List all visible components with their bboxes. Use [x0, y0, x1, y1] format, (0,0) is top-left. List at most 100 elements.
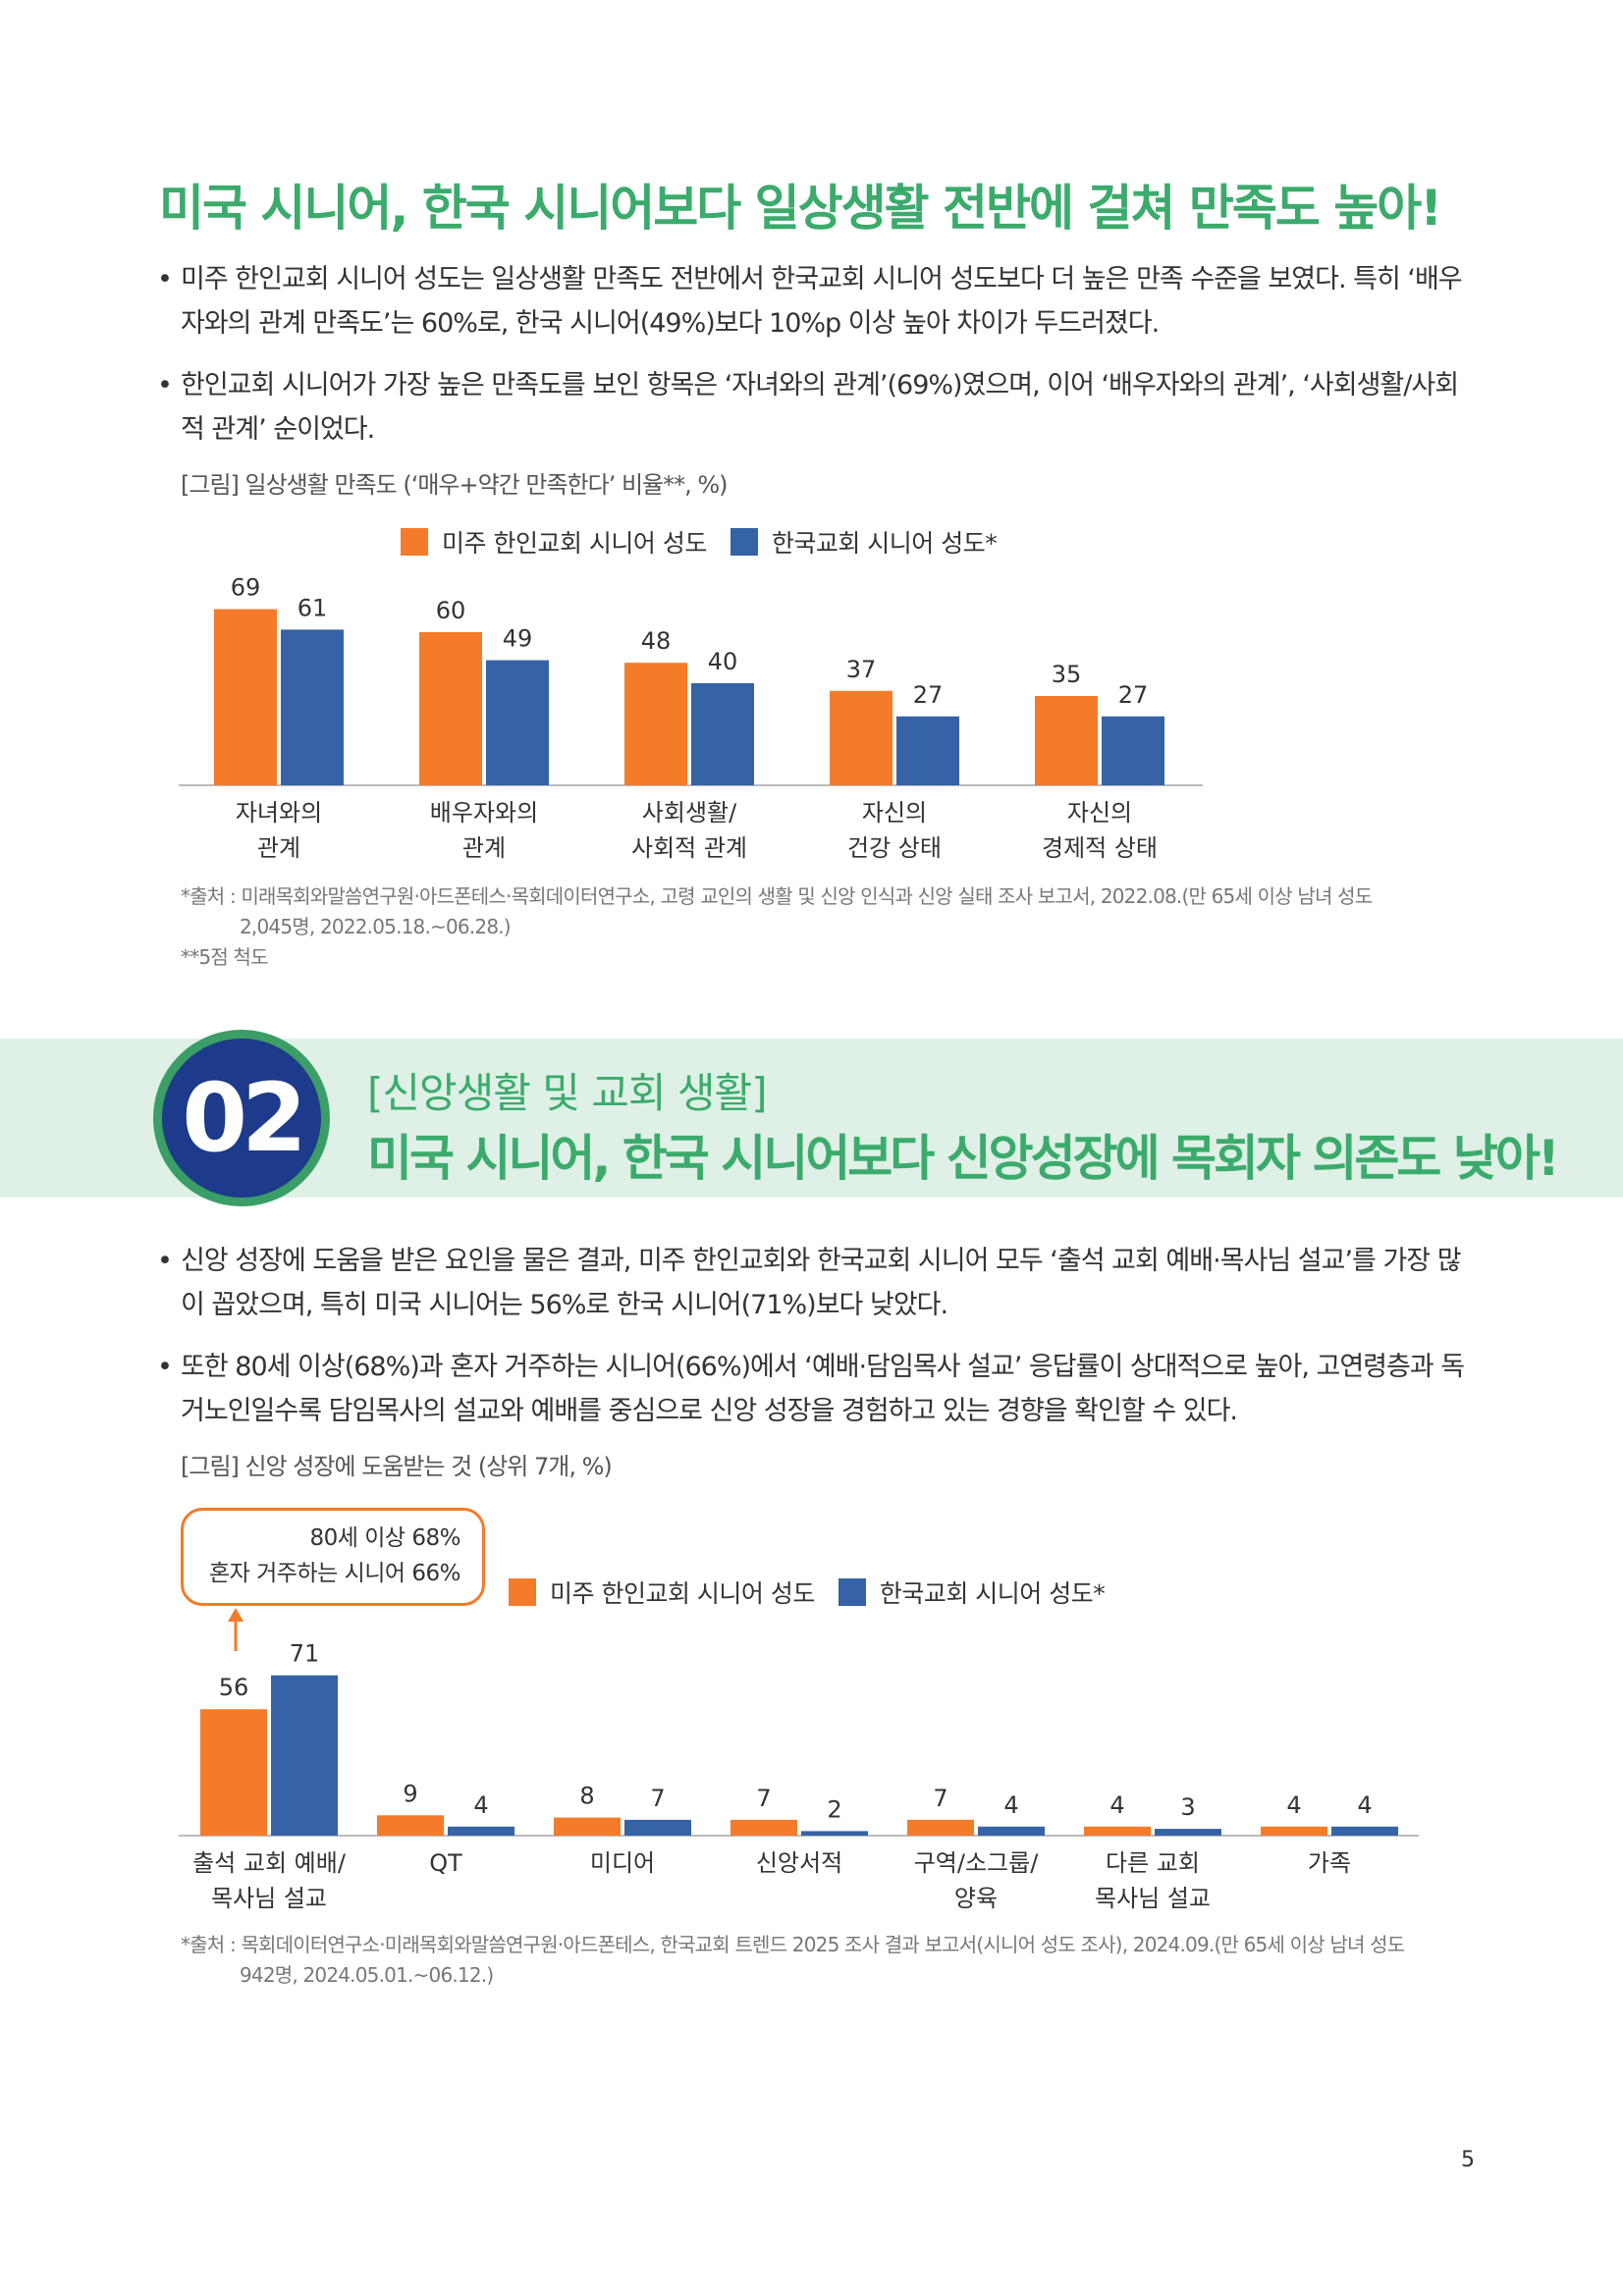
data-label: 3	[1180, 1793, 1195, 1821]
category-label: 관계	[462, 834, 506, 862]
legend-kr-label: 한국교회 시니어 성도*	[879, 1579, 1106, 1608]
category-label: 목사님 설교	[211, 1885, 327, 1912]
bar	[281, 629, 344, 785]
chart2-source-line1: *출처 : 목회데이터연구소·미래목회와말씀연구원·아드폰테스, 한국교회 트렌…	[181, 1933, 1405, 1956]
bar	[896, 716, 959, 785]
bar	[1102, 716, 1164, 785]
bar	[907, 1819, 974, 1836]
legend-us-swatch	[401, 528, 428, 556]
bar	[271, 1675, 338, 1836]
data-label: 4	[1286, 1791, 1301, 1819]
chart2-source-line2: 942명, 2024.05.01.~06.12.)	[240, 1963, 494, 1987]
legend-us-label: 미주 한인교회 시니어 성도	[550, 1579, 815, 1608]
bar	[1261, 1826, 1327, 1836]
section2-subtitle: [신앙생활 및 교회 생활]	[367, 1069, 768, 1117]
bar	[377, 1815, 444, 1836]
chart1-caption: [그림] 일상생활 만족도 (‘매우+약간 만족한다’ 비율**, %)	[181, 471, 729, 499]
chart1-source-line2: 2,045명, 2022.05.18.~06.28.)	[240, 915, 512, 938]
data-label: 48	[641, 627, 672, 655]
section1-bullet: 미주 한인교회 시니어 성도는 일상생활 만족도 전반에서 한국교회 시니어 성…	[157, 257, 1473, 346]
data-label: 61	[298, 594, 328, 621]
callout-box: 80세 이상 68% 혼자 거주하는 시니어 66%	[181, 1508, 485, 1606]
category-label: 미디어	[590, 1849, 655, 1877]
legend-kr-swatch	[730, 528, 758, 556]
section-number: 02	[162, 1039, 321, 1198]
category-label: 신앙서적	[756, 1849, 842, 1877]
data-label: 60	[436, 597, 466, 624]
data-label: 7	[650, 1785, 665, 1812]
section1-headline: 미국 시니어, 한국 시니어보다 일상생활 전반에 걸쳐 만족도 높아!	[159, 180, 1442, 237]
legend-kr-label: 한국교회 시니어 성도*	[771, 529, 998, 558]
data-label: 27	[1118, 681, 1149, 709]
category-label: 배우자와의	[430, 799, 538, 827]
bar	[1331, 1826, 1398, 1836]
category-label: QT	[429, 1849, 462, 1877]
bar	[691, 683, 754, 785]
bar	[419, 632, 482, 785]
data-label: 7	[933, 1785, 947, 1812]
category-label: 출석 교회 예배/	[192, 1849, 347, 1877]
chart2-source: *출처 : 목회데이터연구소·미래목회와말씀연구원·아드폰테스, 한국교회 트렌…	[181, 1930, 1496, 1991]
data-label: 27	[913, 681, 944, 709]
chart1-source: *출처 : 미래목회와말씀연구원·아드폰테스·목회데이터연구소, 고령 교인의 …	[181, 881, 1496, 973]
chart2-svg: 56 71 출석 교회 예배/목사님 설교 9 4 QT 8 7 미디어 7 2 신앙서적 7 4 구역/소…	[179, 1608, 1419, 1912]
category-label: 사회생활/	[642, 799, 737, 827]
bar	[830, 690, 893, 785]
bar	[730, 1819, 797, 1836]
bar	[624, 1819, 691, 1836]
bar	[200, 1709, 267, 1836]
bar	[978, 1826, 1045, 1836]
bar	[1155, 1829, 1221, 1836]
callout-line2: 혼자 거주하는 시니어 66%	[209, 1561, 461, 1586]
section1-bullets: 미주 한인교회 시니어 성도는 일상생활 만족도 전반에서 한국교회 시니어 성…	[157, 257, 1473, 469]
chart1-source-line1: *출처 : 미래목회와말씀연구원·아드폰테스·목회데이터연구소, 고령 교인의 …	[181, 884, 1373, 908]
data-label: 37	[846, 656, 877, 683]
chart2-legend: 미주 한인교회 시니어 성도 한국교회 시니어 성도*	[509, 1575, 1128, 1610]
bar	[486, 660, 549, 785]
data-label: 35	[1052, 661, 1082, 688]
category-label: 양육	[954, 1885, 998, 1912]
data-label: 2	[827, 1795, 841, 1823]
category-label: 경제적 상태	[1042, 834, 1158, 862]
legend-us-label: 미주 한인교회 시니어 성도	[442, 529, 707, 558]
section-number-badge: 02	[153, 1030, 330, 1206]
data-label: 4	[473, 1791, 488, 1819]
category-label: 자녀와의	[236, 799, 322, 827]
page-number: 5	[1461, 2148, 1475, 2172]
data-label: 9	[403, 1780, 417, 1807]
data-label: 69	[231, 574, 261, 602]
data-label: 8	[579, 1783, 594, 1810]
bar	[1084, 1826, 1151, 1836]
data-label: 4	[1003, 1791, 1018, 1819]
category-label: 가족	[1308, 1849, 1351, 1877]
category-label: 건강 상태	[847, 834, 942, 862]
data-label: 56	[219, 1674, 249, 1701]
legend-us-swatch	[509, 1578, 536, 1606]
legend-kr-swatch	[838, 1578, 866, 1606]
data-label: 49	[503, 625, 533, 653]
section2-bullets: 신앙 성장에 도움을 받은 요인을 물은 결과, 미주 한인교회와 한국교회 시…	[157, 1239, 1473, 1451]
category-label: 사회적 관계	[631, 834, 747, 862]
category-label: 구역/소그룹/	[914, 1849, 1039, 1877]
chart2-caption: [그림] 신앙 성장에 도움받는 것 (상위 7개, %)	[181, 1453, 613, 1480]
bar	[448, 1826, 514, 1836]
data-label: 71	[290, 1640, 320, 1668]
callout-arrow-head	[228, 1608, 243, 1622]
callout-line1: 80세 이상 68%	[309, 1525, 461, 1551]
chart1-legend: 미주 한인교회 시니어 성도 한국교회 시니어 성도*	[401, 524, 1020, 560]
section1-bullet: 한인교회 시니어가 가장 높은 만족도를 보인 항목은 ‘자녀와의 관계’(69…	[157, 363, 1473, 452]
category-label: 자신의	[862, 799, 927, 827]
section2-bullet: 또한 80세 이상(68%)과 혼자 거주하는 시니어(66%)에서 ‘예배·담…	[157, 1345, 1473, 1433]
category-label: 목사님 설교	[1095, 1885, 1211, 1912]
bar	[1035, 696, 1098, 785]
category-label: 다른 교회	[1106, 1849, 1200, 1877]
section2-bullet: 신앙 성장에 도움을 받은 요인을 물은 결과, 미주 한인교회와 한국교회 시…	[157, 1239, 1473, 1327]
data-label: 4	[1357, 1791, 1372, 1819]
bar	[624, 663, 687, 785]
data-label: 4	[1109, 1791, 1124, 1819]
data-label: 40	[708, 648, 738, 675]
category-label: 자신의	[1067, 799, 1132, 827]
bar	[801, 1831, 868, 1836]
data-label: 7	[756, 1785, 771, 1812]
